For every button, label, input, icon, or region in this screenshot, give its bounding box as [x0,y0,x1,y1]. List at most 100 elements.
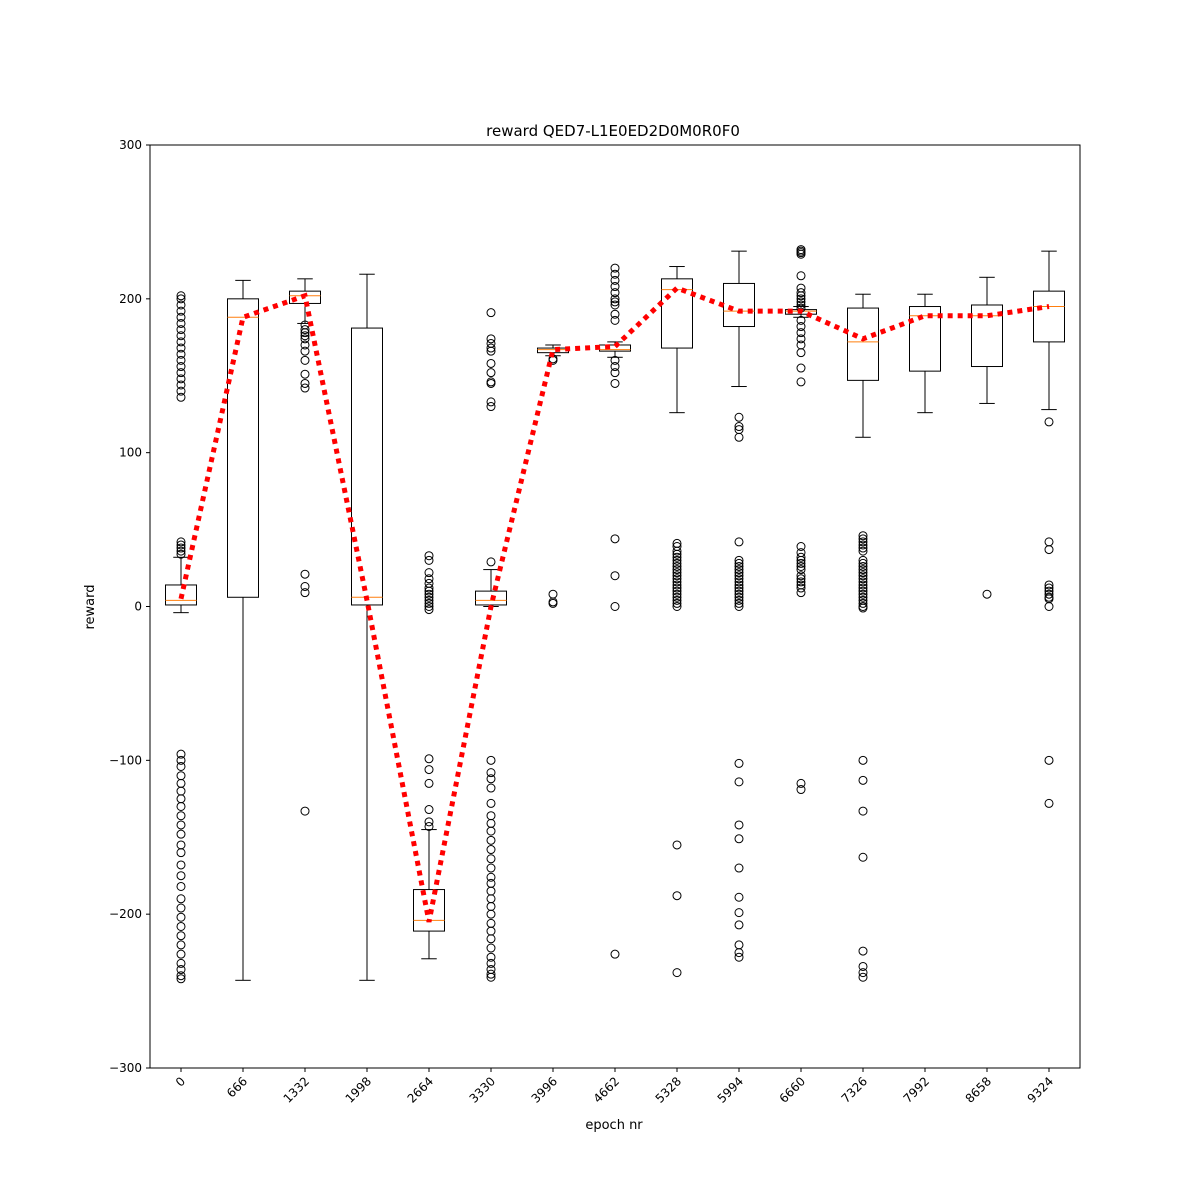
outlier-point [734,432,744,442]
outlier-point [176,829,186,839]
outlier-point [734,422,744,432]
outlier-point [486,952,496,962]
outlier-point [176,549,186,559]
outlier-point [548,598,558,608]
outlier-point [610,300,620,310]
outlier-point [796,785,806,795]
outlier-point [486,334,496,344]
outlier-point [1044,602,1054,611]
outlier-point [300,588,310,598]
outlier-point [486,934,496,944]
outlier-point [424,817,434,827]
outlier-point [858,603,868,613]
box-body [475,590,507,606]
outlier-point [858,537,868,547]
outlier-point [796,571,806,581]
outlier-point [796,778,806,788]
outlier-point [858,534,868,544]
outlier-point [300,334,310,344]
outlier-point [672,602,682,611]
outlier-point [734,602,744,611]
outlier-point [486,826,496,836]
outlier-point [734,583,744,593]
box-6660 [785,245,817,795]
outlier-point [734,580,744,590]
outlier-point [610,315,620,325]
outlier-point [486,872,496,882]
box-body [909,306,941,372]
outlier-point [424,583,434,593]
outlier-point [796,291,806,301]
outlier-point [176,971,186,981]
outlier-point [176,848,186,858]
outlier-point [1044,589,1054,599]
outlier-point [734,908,744,918]
outlier-point [672,571,682,581]
box-body [165,584,197,606]
outlier-point [176,374,186,384]
outlier-point [858,568,868,578]
outlier-point [176,940,186,950]
outlier-point [734,598,744,608]
outlier-point [796,249,806,259]
outlier-point [176,894,186,904]
outlier-point [176,306,186,316]
outlier-point [796,288,806,298]
outlier-point [672,565,682,575]
outlier-point [858,543,868,553]
outlier-point [1044,583,1054,593]
outlier-point [796,583,806,593]
outlier-point [858,546,868,556]
outlier-point [424,602,434,611]
outlier-point [176,380,186,390]
outlier-point [734,834,744,844]
outlier-point [734,537,744,547]
outlier-point [176,368,186,378]
outlier-point [176,546,186,556]
outlier-point [300,346,310,356]
outlier-point [486,774,496,784]
outlier-point [486,308,496,318]
outlier-point [796,294,806,304]
outlier-point [734,555,744,565]
outlier-point [486,854,496,864]
outlier-point [300,328,310,338]
outlier-point [424,592,434,602]
outlier-point [610,534,620,544]
outlier-point [300,582,310,592]
y-tick-label: −200 [109,907,142,921]
outlier-point [610,269,620,279]
outlier-point [424,765,434,775]
box-body [847,307,879,381]
outlier-point [858,806,868,816]
outlier-point [176,349,186,359]
outlier-point [858,589,868,599]
y-tick-label: 300 [119,138,142,152]
outlier-point [858,961,868,971]
box-7992 [909,293,941,414]
outlier-point [858,562,868,572]
outlier-point [176,749,186,759]
outlier-point [796,334,806,344]
outlier-point [176,965,186,975]
outlier-point [796,555,806,565]
outlier-point [734,586,744,596]
outlier-point [610,602,620,611]
outlier-point [858,574,868,584]
outlier-point [796,558,806,568]
outlier-point [858,598,868,608]
outlier-point [176,921,186,931]
outlier-point [858,558,868,568]
outlier-point [300,355,310,365]
outlier-point [734,574,744,584]
outlier-point [1044,755,1054,765]
outlier-point [672,568,682,578]
outlier-point [424,574,434,584]
outlier-point [610,368,620,378]
outlier-point [176,291,186,301]
outlier-point [424,754,434,764]
box-0 [165,291,197,984]
outlier-point [858,540,868,550]
